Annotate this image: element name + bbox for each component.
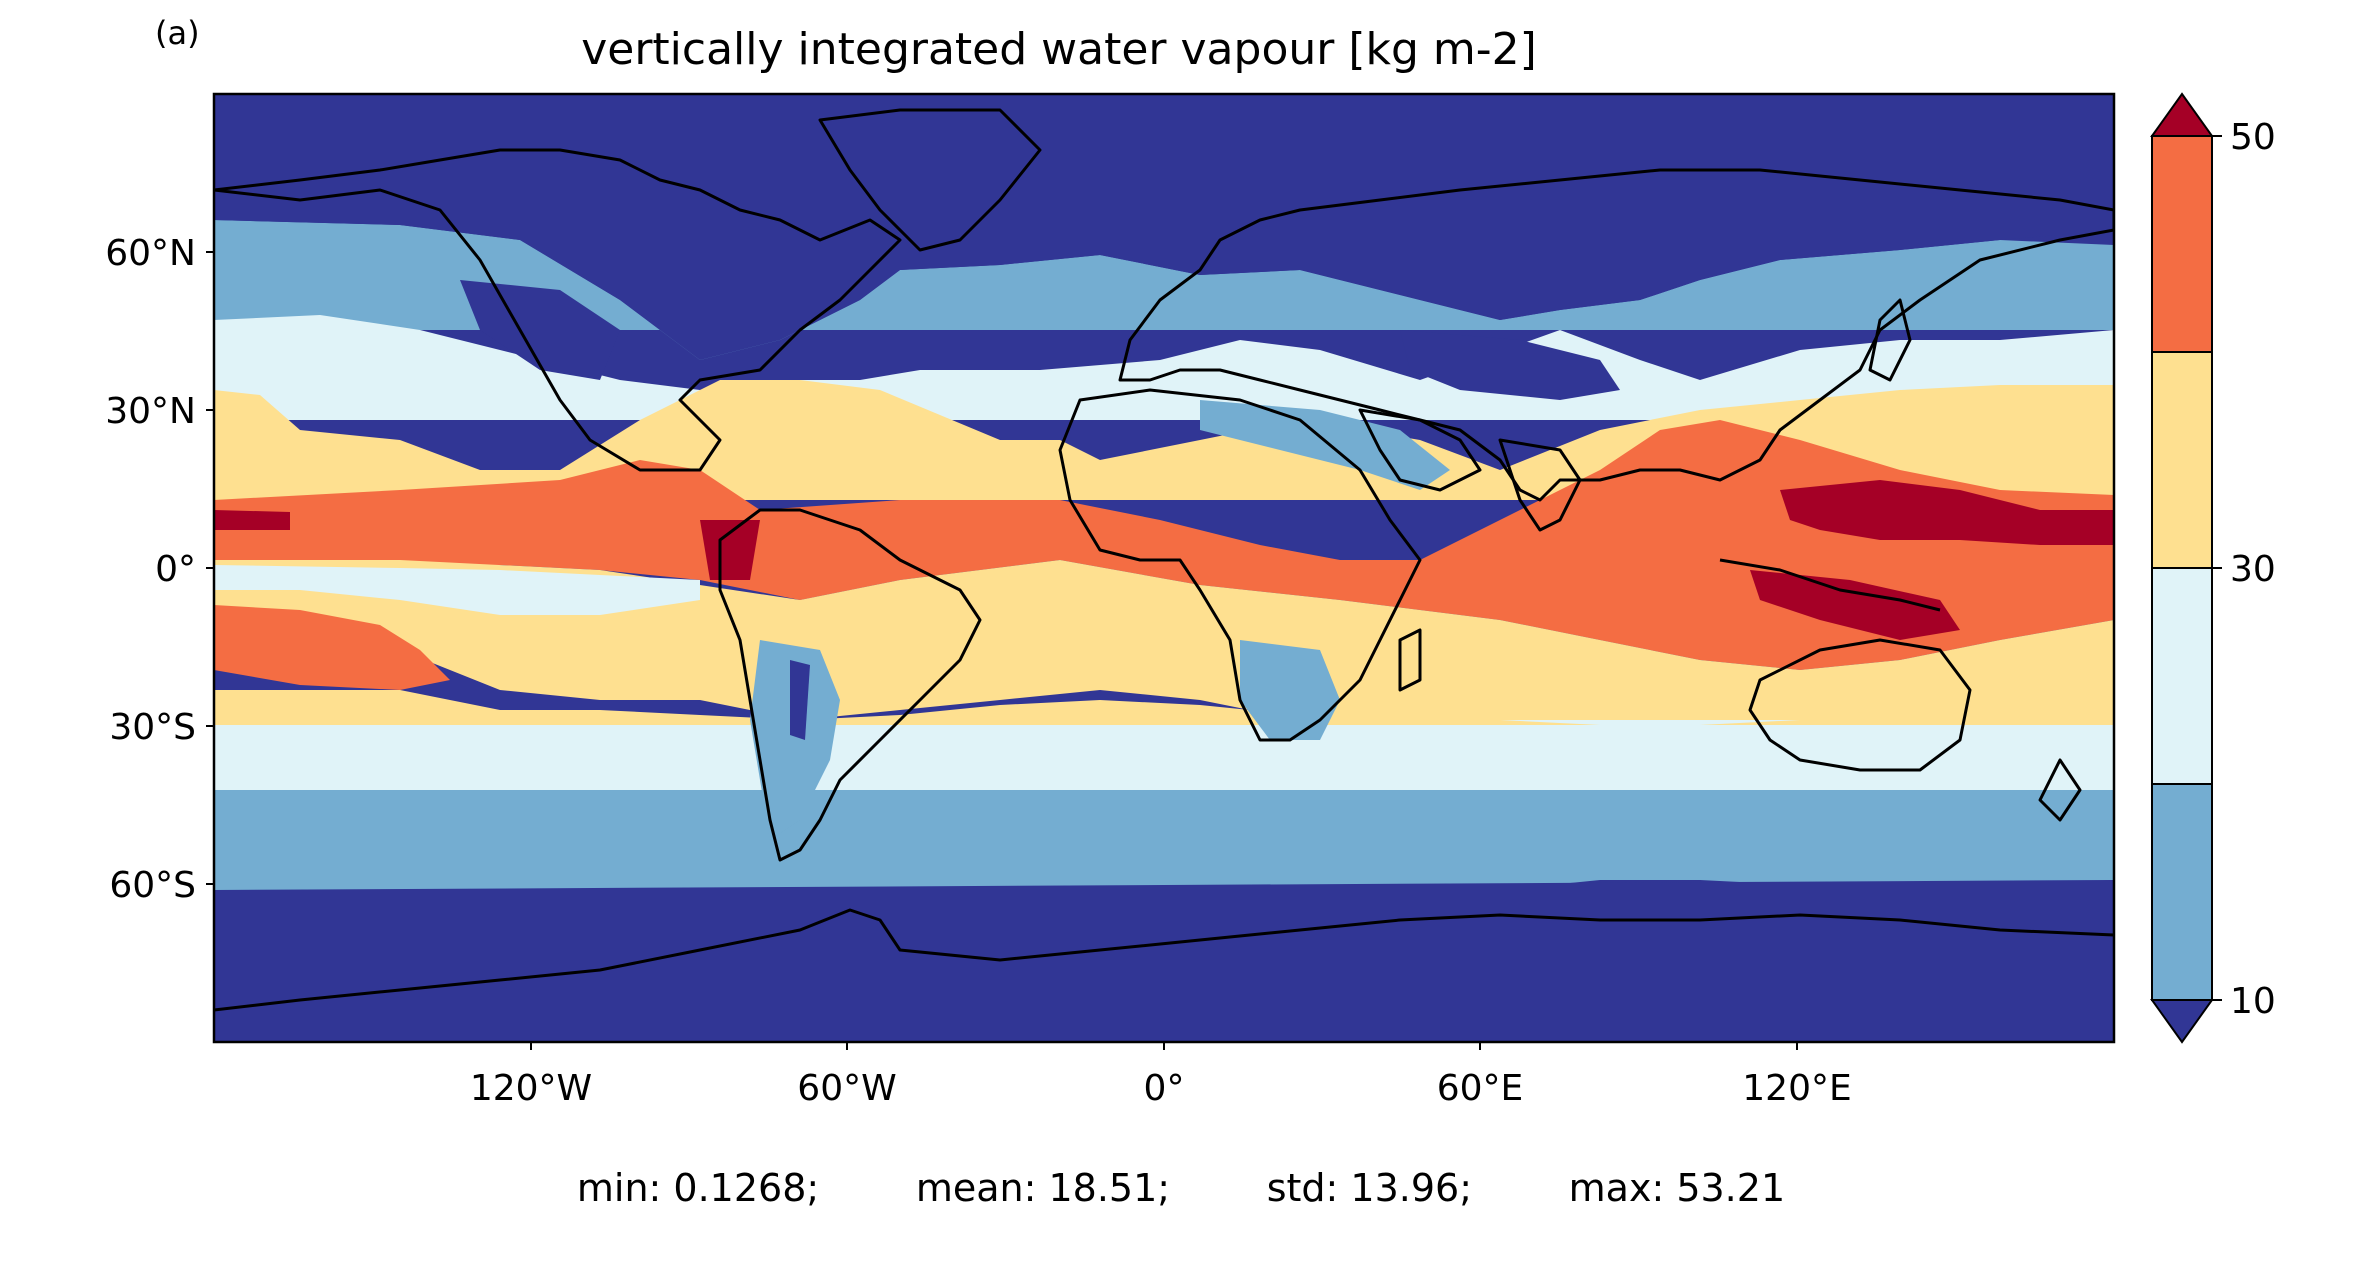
coastline-south-america — [718, 508, 982, 862]
lon-axis — [530, 1042, 1798, 1050]
band-above-50-warm-pool — [1780, 480, 2114, 545]
coastline-eurasia — [1118, 168, 2114, 502]
lat-tick-label-60s: 60°S — [109, 865, 196, 906]
lat-tick-label-0: 0° — [155, 549, 196, 590]
lat-tick-label-60n: 60°N — [105, 233, 196, 274]
colorbar-extend-min — [2150, 999, 2214, 1044]
lat-tick-labels: 60°N 30°N 0° 30°S 60°S — [105, 233, 196, 906]
stat-max: max: 53.21 — [1568, 1166, 1786, 1210]
band-above-50-colombia — [700, 520, 760, 580]
coastline-madagascar — [1398, 628, 1422, 692]
colorbar-tick-label-30: 30 — [2230, 549, 2276, 590]
lon-tick-labels: 120°W 60°W 0° 60°E 120°E — [470, 1068, 1852, 1109]
band-10-20-kalahari — [1240, 640, 1340, 740]
coastline-india — [1498, 438, 1582, 532]
coastline-arabia — [1358, 408, 1482, 492]
lat-tick-label-30s: 30°S — [109, 707, 196, 748]
band-below-10-arctic — [214, 94, 2114, 360]
colorbar-tick-label-10: 10 — [2230, 981, 2276, 1022]
colorbar-extend-max — [2150, 92, 2214, 137]
band-below-10-rockies — [460, 280, 620, 380]
coastline-japan — [1868, 298, 1912, 382]
panel-label: (a) — [155, 14, 200, 52]
lon-tick-label-0: 0° — [1144, 1068, 1185, 1109]
coastline-africa — [1058, 388, 1422, 742]
colorbar-segment-30-40 — [2151, 351, 2213, 569]
colorbar-segment-10-20 — [2151, 783, 2213, 1001]
coastline-north-america — [214, 148, 902, 472]
coastline-australia — [1748, 638, 1972, 772]
coastline-maritime-continent — [1719, 558, 1941, 612]
stat-std: std: 13.96; — [1266, 1166, 1473, 1210]
band-10-20-andes — [750, 640, 840, 840]
band-40-50-spcz — [214, 605, 450, 690]
band-30-40-south-sub — [214, 690, 2114, 725]
coastline-antarctica — [214, 908, 2114, 1012]
colorbar-segment-20-30 — [2151, 567, 2213, 785]
band-40-50-tropics — [214, 420, 2114, 670]
statistics-line: min: 0.1268; mean: 18.51; std: 13.96; ma… — [0, 1166, 2362, 1210]
water-vapour-field — [214, 94, 2114, 1042]
band-20-30-south-lower — [214, 720, 2114, 790]
band-above-50-maritime — [1750, 570, 1960, 640]
colorbar-segment-40-50 — [2151, 135, 2213, 353]
coastline-greenland — [818, 108, 1042, 252]
lon-tick-label-120w: 120°W — [470, 1068, 592, 1109]
band-20-30-north — [214, 315, 2114, 420]
lon-tick-label-60e: 60°E — [1437, 1068, 1524, 1109]
band-20-30-eq-pacific — [214, 565, 700, 615]
band-below-10-tibet — [1400, 330, 1620, 400]
map-title: vertically integrated water vapour [kg m… — [581, 24, 1537, 75]
coastlines — [214, 108, 2114, 1012]
band-10-20-south — [214, 790, 2114, 900]
colorbar-tick-label-50: 50 — [2230, 117, 2276, 158]
colorbar — [2150, 92, 2222, 1044]
lat-tick-label-30n: 30°N — [105, 391, 196, 432]
lat-axis — [206, 251, 214, 885]
stat-min: min: 0.1268; — [576, 1166, 820, 1210]
band-below-10-antarctica — [214, 880, 2114, 1042]
stat-mean: mean: 18.51; — [915, 1166, 1171, 1210]
lon-tick-label-60w: 60°W — [797, 1068, 896, 1109]
band-below-10-andes — [790, 660, 810, 740]
band-10-20-sahara — [1200, 400, 1450, 490]
coastline-new-zealand — [2038, 758, 2082, 822]
band-above-50-pacific-itcz — [214, 510, 290, 530]
band-10-20-north — [214, 220, 2114, 360]
band-30-40-south-eq — [214, 560, 2114, 770]
lon-tick-label-120e: 120°E — [1742, 1068, 1851, 1109]
